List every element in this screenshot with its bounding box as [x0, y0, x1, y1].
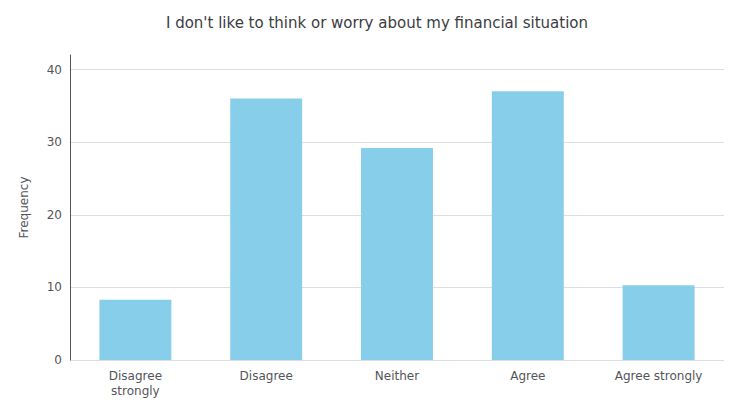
svg-text:Neither: Neither [375, 369, 419, 383]
svg-text:Agree: Agree [510, 369, 545, 383]
svg-text:I don't like to think or worry: I don't like to think or worry about my … [166, 14, 588, 32]
svg-text:40: 40 [47, 63, 62, 77]
svg-text:0: 0 [54, 353, 62, 367]
svg-text:20: 20 [47, 208, 62, 222]
svg-text:Agree strongly: Agree strongly [615, 369, 703, 383]
svg-text:10: 10 [47, 280, 62, 294]
svg-text:30: 30 [47, 135, 62, 149]
svg-text:strongly: strongly [111, 384, 160, 398]
svg-text:Disagree: Disagree [109, 369, 162, 383]
svg-text:Frequency: Frequency [17, 177, 31, 239]
svg-text:Disagree: Disagree [240, 369, 293, 383]
